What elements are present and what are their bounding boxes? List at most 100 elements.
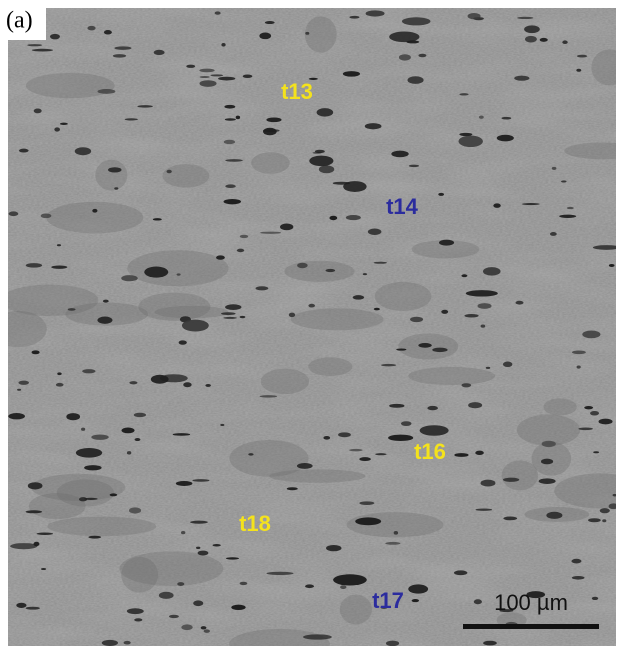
pore [110,493,118,496]
sem-image [0,8,618,650]
pore [221,43,225,47]
pore [50,34,60,40]
pore [475,509,492,511]
pore [546,512,562,519]
pore [224,140,235,144]
scale-bar-label: 100 µm [494,590,568,615]
pore [359,457,371,461]
pore [388,435,413,441]
pore [134,413,146,417]
pore [522,203,540,205]
dark-grain [138,293,210,321]
dark-grain [31,474,125,501]
pore [582,330,600,338]
pore [408,76,424,84]
pore [225,159,243,162]
pore [160,374,188,382]
pore [177,273,181,275]
pore [289,313,295,318]
pore [401,421,411,426]
pore [218,77,235,81]
dark-grain [46,202,143,234]
pore [181,531,185,534]
dark-grain [127,250,228,286]
pore [468,402,482,408]
dark-grain [251,152,290,174]
pore [240,582,248,585]
pore [167,170,172,174]
pore [27,44,42,46]
pore [82,369,95,373]
pore [129,381,137,384]
pore [438,193,444,196]
pore [399,54,411,60]
pore [454,453,468,457]
pore [466,290,498,296]
pore [102,640,118,646]
pore [441,310,448,314]
pore [33,542,39,546]
pore [177,582,184,586]
pore [503,478,519,482]
pore [51,266,67,269]
pore [108,167,122,172]
pore [514,76,529,81]
dark-grain [269,469,365,482]
pore [10,543,37,549]
pore [355,517,381,525]
pore [343,71,360,77]
pore [179,340,187,344]
pore [374,308,380,311]
pore [394,531,398,535]
pore [461,383,471,387]
region-label: t17 [372,588,404,613]
pore [412,599,419,602]
pore [572,576,585,580]
pore [343,181,367,192]
pore [84,498,98,500]
pore [459,93,468,95]
pore [588,518,601,522]
pore [26,607,40,610]
pore [60,123,68,125]
pore [26,263,42,268]
pore [478,303,492,309]
pore [464,314,478,317]
pore [205,384,211,387]
pore [204,629,210,632]
pore [221,312,236,315]
pore [525,36,537,43]
pore [305,584,314,588]
pore [315,150,325,153]
pore [572,351,586,355]
pore [297,263,308,268]
pore [169,615,179,618]
pore [84,465,102,470]
dark-grain [340,595,372,625]
dark-grain [95,160,127,191]
pore [182,320,209,332]
dark-grain [543,398,576,415]
pore [459,133,472,136]
pore [240,235,248,238]
pore [497,135,514,142]
pore [34,109,42,114]
pore [539,478,556,484]
pore [319,165,334,173]
pore [193,600,203,606]
pore [461,274,467,277]
pore [410,317,423,322]
pore [329,216,337,220]
pore [305,32,309,35]
dark-grain [305,16,337,52]
region-label: t14 [386,194,419,219]
pore [578,427,593,430]
pore [154,50,165,55]
pore [266,572,293,575]
pore [248,453,253,456]
pore [454,570,467,575]
pore [402,17,431,25]
pore [493,203,500,208]
dark-grain [408,367,495,385]
pore [260,395,278,397]
